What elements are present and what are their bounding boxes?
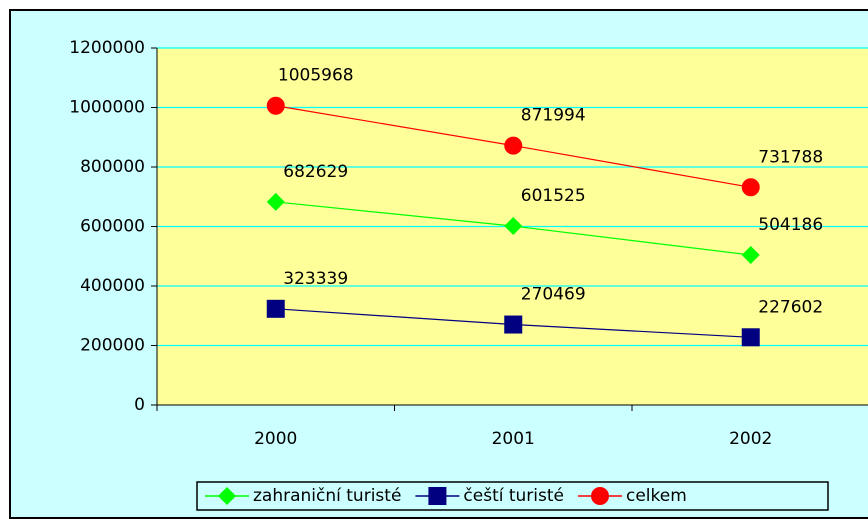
y-tick-label: 1200000 — [69, 38, 145, 58]
data-point — [504, 217, 523, 236]
legend-marker — [428, 487, 447, 505]
y-tick-label: 0 — [134, 395, 145, 415]
y-tick-label: 200000 — [80, 336, 145, 356]
legend-box — [196, 481, 829, 511]
data-point — [266, 299, 285, 318]
data-point — [504, 315, 523, 334]
data-point — [504, 136, 523, 155]
data-label: 682629 — [283, 162, 348, 182]
legend-marker — [218, 487, 236, 505]
data-label: 601525 — [521, 186, 586, 206]
x-tick-label: 2002 — [729, 429, 772, 449]
data-label: 1005968 — [278, 66, 354, 86]
legend-label: celkem — [626, 486, 687, 506]
y-tick-label: 400000 — [80, 276, 145, 296]
data-label: 323339 — [283, 269, 348, 289]
data-point — [741, 178, 760, 197]
data-label: 504186 — [758, 215, 823, 235]
x-tick-label: 2000 — [254, 429, 297, 449]
data-label: 731788 — [758, 147, 823, 167]
data-label: 227602 — [758, 297, 823, 317]
y-tick-label: 800000 — [80, 157, 145, 177]
data-label: 270469 — [521, 285, 586, 305]
legend-marker — [591, 487, 609, 505]
data-point — [266, 96, 285, 115]
y-tick-label: 600000 — [80, 217, 145, 237]
data-point — [266, 192, 285, 211]
legend-label: zahraniční turisté — [253, 486, 401, 506]
x-tick-label: 2001 — [492, 429, 535, 449]
y-tick-label: 1000000 — [69, 98, 145, 118]
legend-label: čeští turisté — [463, 486, 564, 506]
data-point — [741, 246, 760, 265]
data-point — [741, 328, 760, 347]
legend: zahraniční turisté čeští turisté celkem — [196, 481, 829, 511]
data-label: 871994 — [521, 106, 586, 126]
